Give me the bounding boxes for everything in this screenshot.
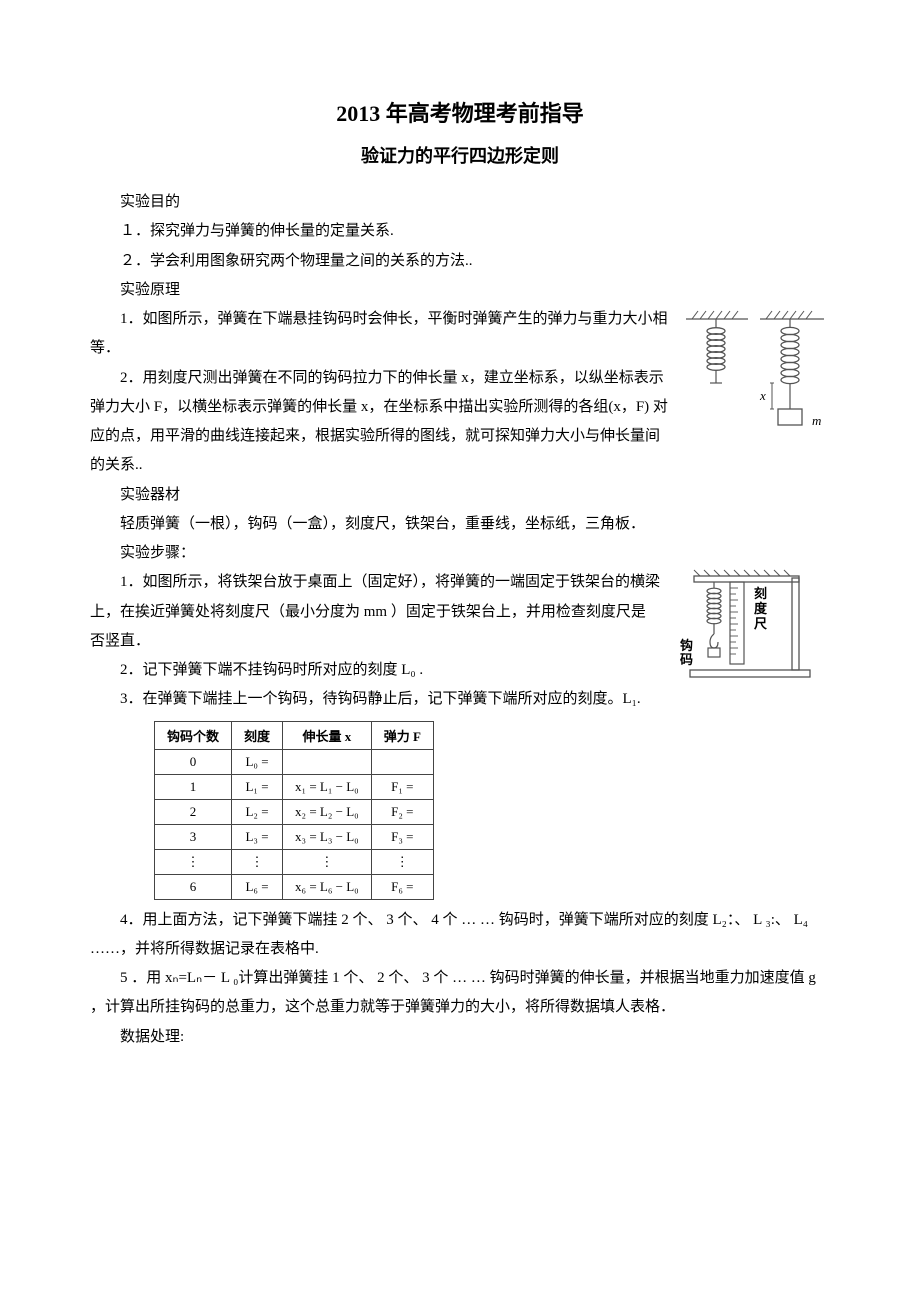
page-subtitle: 验证力的平行四边形定则 — [90, 142, 830, 168]
table-row: 0L₀ = — [155, 749, 434, 774]
page: 2013 年高考物理考前指导 验证力的平行四边形定则 实验目的 １．探究弹力与弹… — [0, 0, 920, 1302]
section-heading-data: 数据处理: — [90, 1023, 830, 1052]
steps-block: 刻 度 尺 钩 码 1．如图所示，将铁架台放于桌面上（固定好），将弹簧的一端固定… — [90, 568, 830, 714]
label-m: m — [812, 413, 821, 428]
spring-diagram-figure: x m — [678, 305, 830, 450]
label-x: x — [759, 388, 766, 403]
ruler-label-2: 度 — [754, 601, 768, 616]
step-4: 4．用上面方法，记下弹簧下端挂 2 个、 3 个、 4 个 … … 钩码时，弹簧… — [90, 906, 830, 965]
page-title: 2013 年高考物理考前指导 — [90, 96, 830, 128]
section-heading-purpose: 实验目的 — [90, 188, 830, 217]
purpose-item-1: １．探究弹力与弹簧的伸长量的定量关系. — [90, 217, 830, 246]
table-row: 2L₂ =x₂ = L₂ − L₀F₂ = — [155, 799, 434, 824]
hook-label-1: 钩 — [680, 638, 693, 653]
data-table: 钩码个数 刻度 伸长量 x 弹力 F 0L₀ = 1L₁ =x₁ = L₁ − … — [154, 721, 434, 900]
col-scale: 刻度 — [232, 721, 283, 749]
table-row: 1L₁ =x₁ = L₁ − L₀F₁ = — [155, 774, 434, 799]
table-row: 3L₃ =x₃ = L₃ − L₀F₃ = — [155, 824, 434, 849]
equipment-text: 轻质弹簧（一根），钩码（一盒），刻度尺，铁架台，重垂线，坐标纸，三角板． — [90, 510, 830, 539]
section-heading-principle: 实验原理 — [90, 276, 830, 305]
hook-label-2: 码 — [680, 652, 693, 667]
col-force: 弹力 F — [371, 721, 433, 749]
col-ext: 伸长量 x — [283, 721, 372, 749]
section-heading-steps: 实验步骤： — [90, 539, 830, 568]
step-5: 5 ．用 xₙ=Lₙ－ L ₀计算出弹簧挂 1 个、 2 个、 3 个 … … … — [90, 964, 830, 1023]
table-body: 0L₀ = 1L₁ =x₁ = L₁ − L₀F₁ = 2L₂ =x₂ = L₂… — [155, 749, 434, 899]
ruler-label-3: 尺 — [754, 616, 767, 631]
section-heading-equipment: 实验器材 — [90, 481, 830, 510]
apparatus-figure: 刻 度 尺 钩 码 — [670, 568, 830, 693]
table-row: ⋮⋮⋮⋮ — [155, 849, 434, 874]
table-header-row: 钩码个数 刻度 伸长量 x 弹力 F — [155, 721, 434, 749]
data-table-wrap: 钩码个数 刻度 伸长量 x 弹力 F 0L₀ = 1L₁ =x₁ = L₁ − … — [154, 721, 830, 900]
ruler-label-1: 刻 — [754, 586, 767, 601]
purpose-item-2: ２．学会利用图象研究两个物理量之间的关系的方法.. — [90, 247, 830, 276]
apparatus-svg: 刻 度 尺 钩 码 — [670, 568, 830, 688]
table-row: 6L₆ =x₆ = L₆ − L₀F₆ = — [155, 874, 434, 899]
col-count: 钩码个数 — [155, 721, 232, 749]
spring-diagram-svg: x m — [678, 305, 830, 445]
principle-block: x m 1．如图所示，弹簧在下端悬挂钩码时会伸长，平衡时弹簧产生的弹力与重力大小… — [90, 305, 830, 481]
